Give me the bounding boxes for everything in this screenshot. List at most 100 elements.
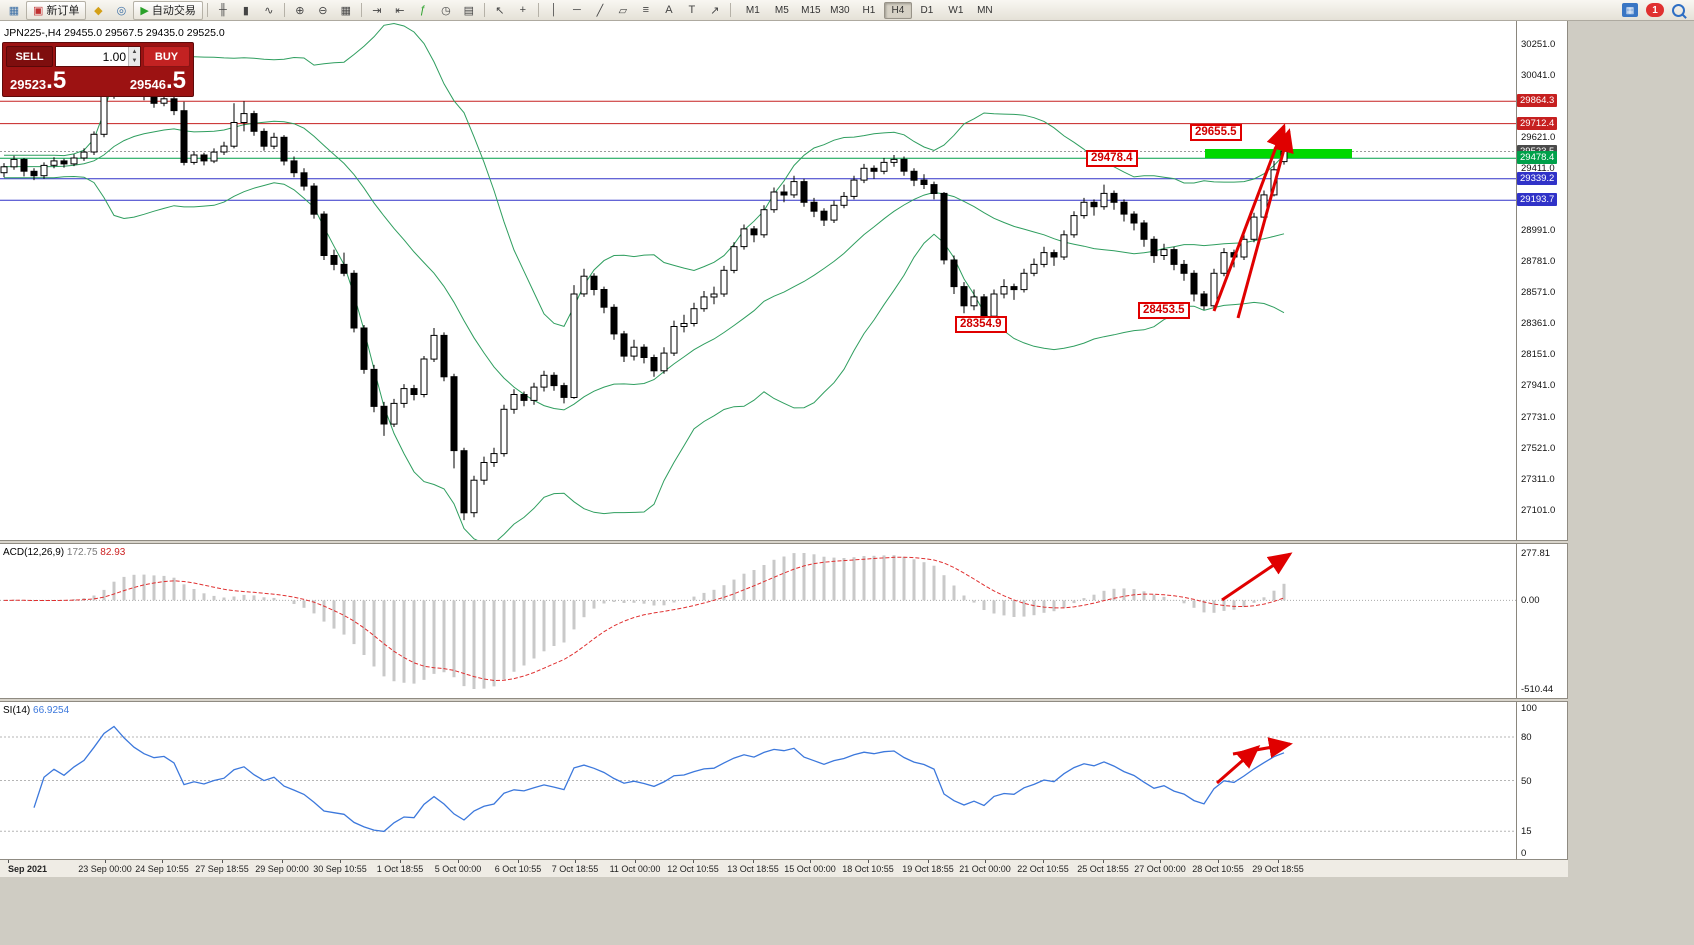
zoom-out-icon[interactable]: ⊖ [318,4,328,17]
volume-up-icon[interactable]: ▲ [128,47,140,57]
candle-body [1120,201,1128,215]
candle-body [1050,252,1058,258]
auto-scroll-icon[interactable]: ⇥ [372,4,382,17]
time-axis-label: 21 Oct 00:00 [959,864,1011,874]
bollinger-upper-band [4,22,1285,328]
candle-body [100,95,108,135]
candle-body [1130,213,1138,224]
candle-body [320,213,328,257]
tile-windows-icon[interactable]: ▦ [340,4,352,17]
toolbar-separator [537,3,539,17]
channel-icon[interactable]: ▱ [618,4,628,17]
tf-m5[interactable]: M5 [774,4,789,16]
vertical-line-icon[interactable]: │ [550,4,558,16]
time-axis-label: 22 Oct 10:55 [1017,864,1069,874]
search-icon[interactable] [1672,3,1685,17]
indicators-icon[interactable]: ƒ [419,4,426,16]
candle-body [440,334,448,378]
candle-body [830,204,838,221]
new-order-button-label: 新订单 [46,5,80,17]
candle-body [1210,272,1218,307]
price-axis-label: 27941.0 [1521,380,1556,391]
periods-icon[interactable]: ◷ [441,4,451,17]
time-axis[interactable]: Sep 2021 23 Sep 00:00 24 Sep 10:55 27 Sep 1… [0,859,1568,877]
price-annotation-label: 28354.9 [955,316,1007,333]
tf-w1[interactable]: W1 [948,4,964,16]
time-axis-tick [985,860,986,863]
tf-d1[interactable]: D1 [920,4,934,16]
candle-body [1100,192,1108,208]
arrows-tool-icon[interactable]: ↗ [710,4,720,17]
community-icon[interactable]: ▦ [1622,3,1638,17]
buy-button[interactable]: BUY [143,46,190,67]
candle-chart-icon[interactable]: ▮ [242,4,249,17]
new-chart-icon[interactable]: ▦ [8,4,20,17]
volume-spinner: ▲ ▼ [128,47,140,66]
volume-input[interactable] [56,47,128,66]
market-watch-icon[interactable]: ◎ [116,4,127,17]
rsi-value: 66.9254 [33,705,70,716]
candle-body [730,246,738,271]
new-order-button[interactable]: ▣ 新订单 [26,0,87,20]
candle-body [750,228,758,236]
candle-body [40,164,48,177]
price-annotation-label: 29655.5 [1190,124,1242,141]
tf-mn[interactable]: MN [977,4,993,16]
candle-body [0,166,8,174]
tf-m1[interactable]: M1 [745,4,760,16]
cursor-icon[interactable]: ↖ [495,4,505,17]
candle-body [60,160,68,165]
history-center-icon[interactable]: ◆ [94,4,103,17]
crosshair-icon[interactable]: + [519,4,527,16]
zoom-in-icon[interactable]: ⊕ [295,4,305,17]
sell-button[interactable]: SELL [6,46,53,67]
candle-body [500,408,508,455]
time-axis-label: 19 Oct 18:55 [902,864,954,874]
line-chart-icon[interactable]: ∿ [264,4,274,17]
candle-body [350,272,358,329]
rsi-line [33,725,1285,833]
candle-body [810,201,818,212]
label-icon[interactable]: T [688,4,696,16]
autotrading-button[interactable]: ▶ 自动交易 [133,0,203,20]
tf-h1[interactable]: H1 [862,4,876,16]
macd-scale-label: 277.81 [1521,548,1551,559]
price-axis-label: 30041.0 [1521,70,1556,81]
candle-body [1240,238,1248,258]
notification-badge[interactable]: 1 [1646,3,1664,17]
chart-shift-icon[interactable]: ⇤ [395,4,405,17]
time-axis-label: 27 Oct 00:00 [1134,864,1186,874]
time-axis-label: 30 Sep 10:55 [313,864,367,874]
tf-h4[interactable]: H4 [883,1,912,19]
trendline-icon[interactable]: ╱ [596,4,604,17]
time-axis-label: Sep 2021 [8,864,48,874]
text-icon[interactable]: A [665,4,673,16]
candle-body [1090,201,1098,208]
volume-down-icon[interactable]: ▼ [128,56,140,66]
bar-chart-icon[interactable]: ╫ [218,4,227,16]
time-axis-label: 27 Sep 18:55 [195,864,249,874]
tf-m30[interactable]: M30 [830,4,850,16]
candle-body [1260,194,1268,218]
main-chart-canvas[interactable] [0,21,1516,540]
price-axis-tag: 29193.7 [1517,193,1558,206]
panel-divider[interactable] [0,540,1568,544]
sell-price: 29523.5 [10,69,66,93]
panel-divider[interactable] [0,698,1568,702]
tf-m15[interactable]: M15 [801,4,821,16]
time-axis-tick [458,860,459,863]
candle-body [70,157,78,165]
time-axis-label: 25 Oct 18:55 [1077,864,1129,874]
bollinger-lower-band [4,175,1285,540]
candle-body [1110,192,1118,203]
horizontal-line-icon[interactable]: ─ [572,4,581,16]
templates-icon[interactable]: ▤ [463,4,475,17]
macd-panel-canvas[interactable] [0,544,1516,698]
candle-body [890,158,898,163]
candle-body [900,158,908,172]
rsi-panel-canvas[interactable] [0,702,1516,859]
candle-body [1000,286,1008,295]
fibonacci-icon[interactable]: ≡ [642,4,650,16]
chart-window: 30251.0 30041.0 29621.0 29411.0 28991.0 28781… [0,21,1568,877]
highlight-zone [1205,149,1352,158]
